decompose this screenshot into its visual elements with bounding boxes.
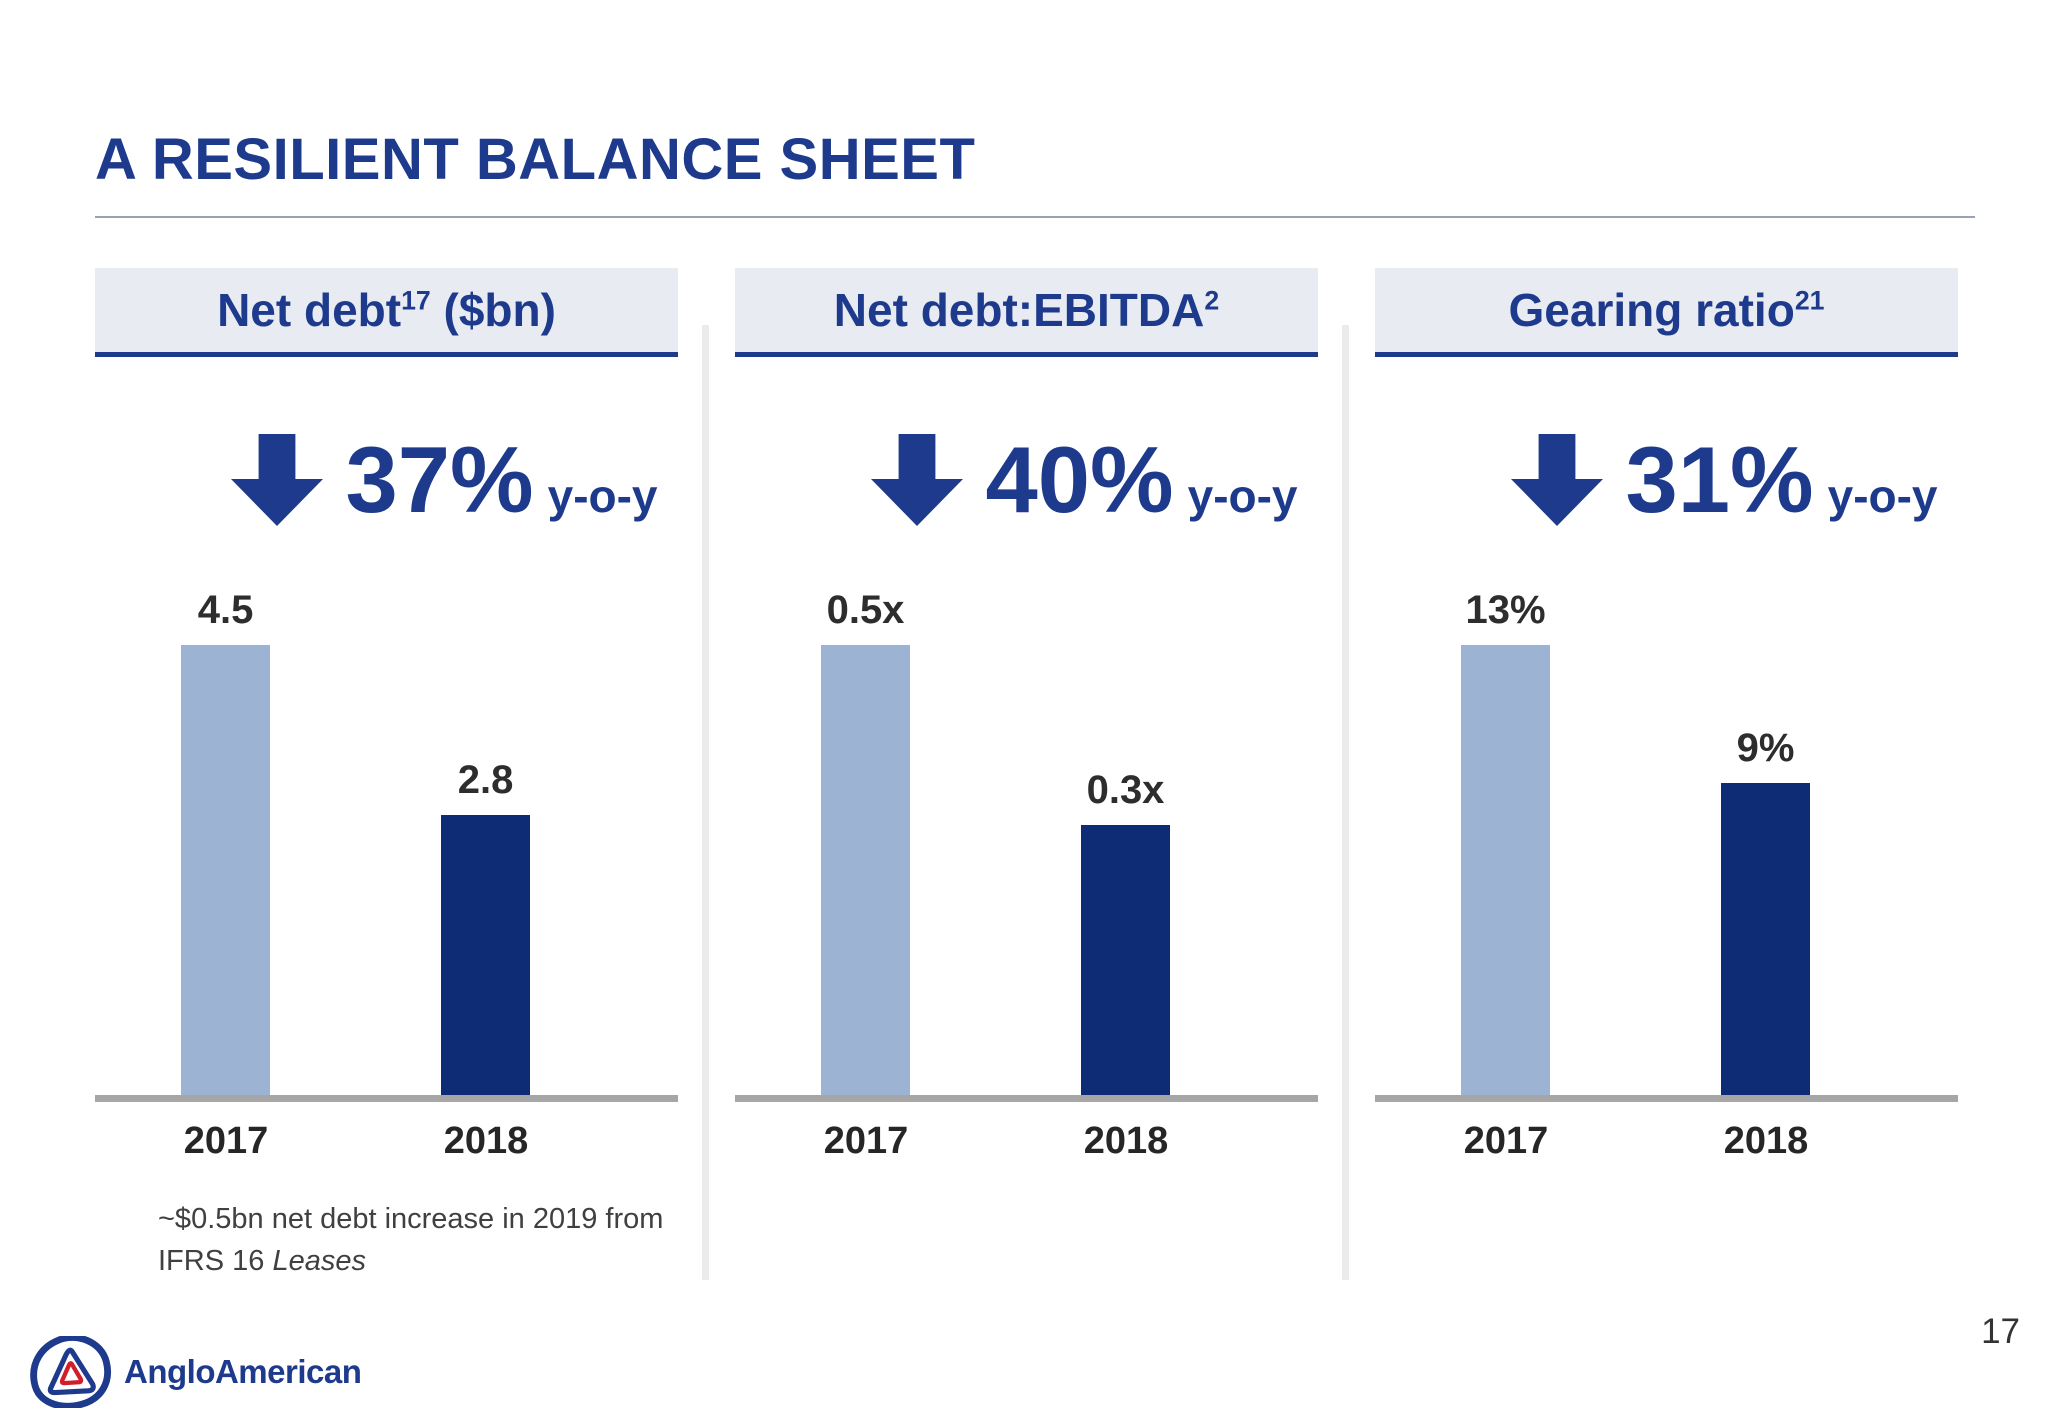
year-label-2018: 2018 xyxy=(1723,1120,1809,1162)
footnote: ~$0.5bn net debt increase in 2019 from I… xyxy=(158,1198,663,1282)
gearing-change-row: 31% y-o-y xyxy=(1433,420,2016,540)
x-axis-line xyxy=(1375,1095,1958,1102)
panel-net-debt: Net debt17 ($bn) 37% y-o-y 4.5 2.8 2017 2… xyxy=(95,268,678,1280)
title-divider-line xyxy=(95,216,1975,218)
panel-divider-2 xyxy=(1342,325,1349,1280)
gearing-change-text: 31% y-o-y xyxy=(1625,426,1937,534)
year-label-2017: 2017 xyxy=(183,1120,269,1162)
x-axis-line xyxy=(95,1095,678,1102)
year-label-2018: 2018 xyxy=(443,1120,529,1162)
year-label-2017: 2017 xyxy=(1463,1120,1549,1162)
ebitda-change-text: 40% y-o-y xyxy=(985,426,1297,534)
bar-2018: 0.3x xyxy=(1081,768,1170,1095)
bar-value-label: 4.5 xyxy=(197,588,254,632)
anglo-american-logo-icon xyxy=(30,1336,111,1408)
net-debt-change-text: 37% y-o-y xyxy=(345,426,657,534)
net-debt-change-pct: 37% xyxy=(345,427,534,532)
bar-2018: 2.8 xyxy=(441,758,530,1095)
down-arrow-icon xyxy=(871,434,964,526)
footnote-ref-2: 2 xyxy=(1204,285,1220,316)
panel-divider-1 xyxy=(702,325,709,1280)
year-label-2018: 2018 xyxy=(1083,1120,1169,1162)
gearing-change-pct: 31% xyxy=(1625,427,1814,532)
bar-2017: 4.5 xyxy=(181,588,270,1095)
bar-2017: 13% xyxy=(1461,588,1550,1095)
bar-value-label: 9% xyxy=(1736,726,1795,770)
footnote-line2: IFRS 16 Leases xyxy=(158,1245,366,1277)
page-title: A RESILIENT BALANCE SHEET xyxy=(95,127,976,192)
x-axis-line xyxy=(735,1095,1318,1102)
ebitda-chart: 0.5x 0.3x xyxy=(735,268,1318,1095)
footnote-line1: ~$0.5bn net debt increase in 2019 from xyxy=(158,1203,664,1235)
panel-gearing-ratio-header: Gearing ratio21 xyxy=(1375,268,1958,357)
ebitda-change-row: 40% y-o-y xyxy=(793,420,1376,540)
anglo-american-logo: AngloAmerican xyxy=(28,1336,362,1408)
down-arrow-icon xyxy=(231,434,324,526)
gearing-change-yoy: y-o-y xyxy=(1827,470,1938,522)
net-debt-change-yoy: y-o-y xyxy=(547,470,658,522)
anglo-american-logo-text: AngloAmerican xyxy=(124,1353,362,1390)
bar-value-label: 0.3x xyxy=(1086,768,1165,812)
bar-2017: 0.5x xyxy=(821,588,910,1095)
net-debt-chart: 4.5 2.8 xyxy=(95,268,678,1095)
bar-value-label: 2.8 xyxy=(457,758,514,802)
page-number: 17 xyxy=(1981,1312,2020,1351)
panel-net-debt-ebitda-header: Net debt:EBITDA2 xyxy=(735,268,1318,357)
ebitda-change-yoy: y-o-y xyxy=(1187,470,1298,522)
net-debt-change-row: 37% y-o-y xyxy=(153,420,736,540)
bar-2018: 9% xyxy=(1721,726,1810,1095)
footnote-ref-21: 21 xyxy=(1794,285,1825,316)
panel-net-debt-header-label: Net debt17 ($bn) xyxy=(217,284,556,336)
footnote-ref-17: 17 xyxy=(401,285,431,316)
down-arrow-icon xyxy=(1511,434,1604,526)
bar-value-label: 0.5x xyxy=(826,588,905,632)
ebitda-change-pct: 40% xyxy=(985,427,1174,532)
bar-value-label: 13% xyxy=(1465,588,1546,632)
year-label-2017: 2017 xyxy=(823,1120,909,1162)
panel-net-debt-ebitda: Net debt:EBITDA2 40% y-o-y 0.5x 0.3x 2017… xyxy=(735,268,1318,1280)
panel-net-debt-ebitda-header-label: Net debt:EBITDA2 xyxy=(833,284,1220,336)
panel-net-debt-header: Net debt17 ($bn) xyxy=(95,268,678,357)
panel-gearing-ratio-header-label: Gearing ratio21 xyxy=(1508,284,1825,336)
panel-gearing-ratio: Gearing ratio21 31% y-o-y 13% 9% 2017 201… xyxy=(1375,268,1958,1280)
gearing-chart: 13% 9% xyxy=(1375,268,1958,1095)
